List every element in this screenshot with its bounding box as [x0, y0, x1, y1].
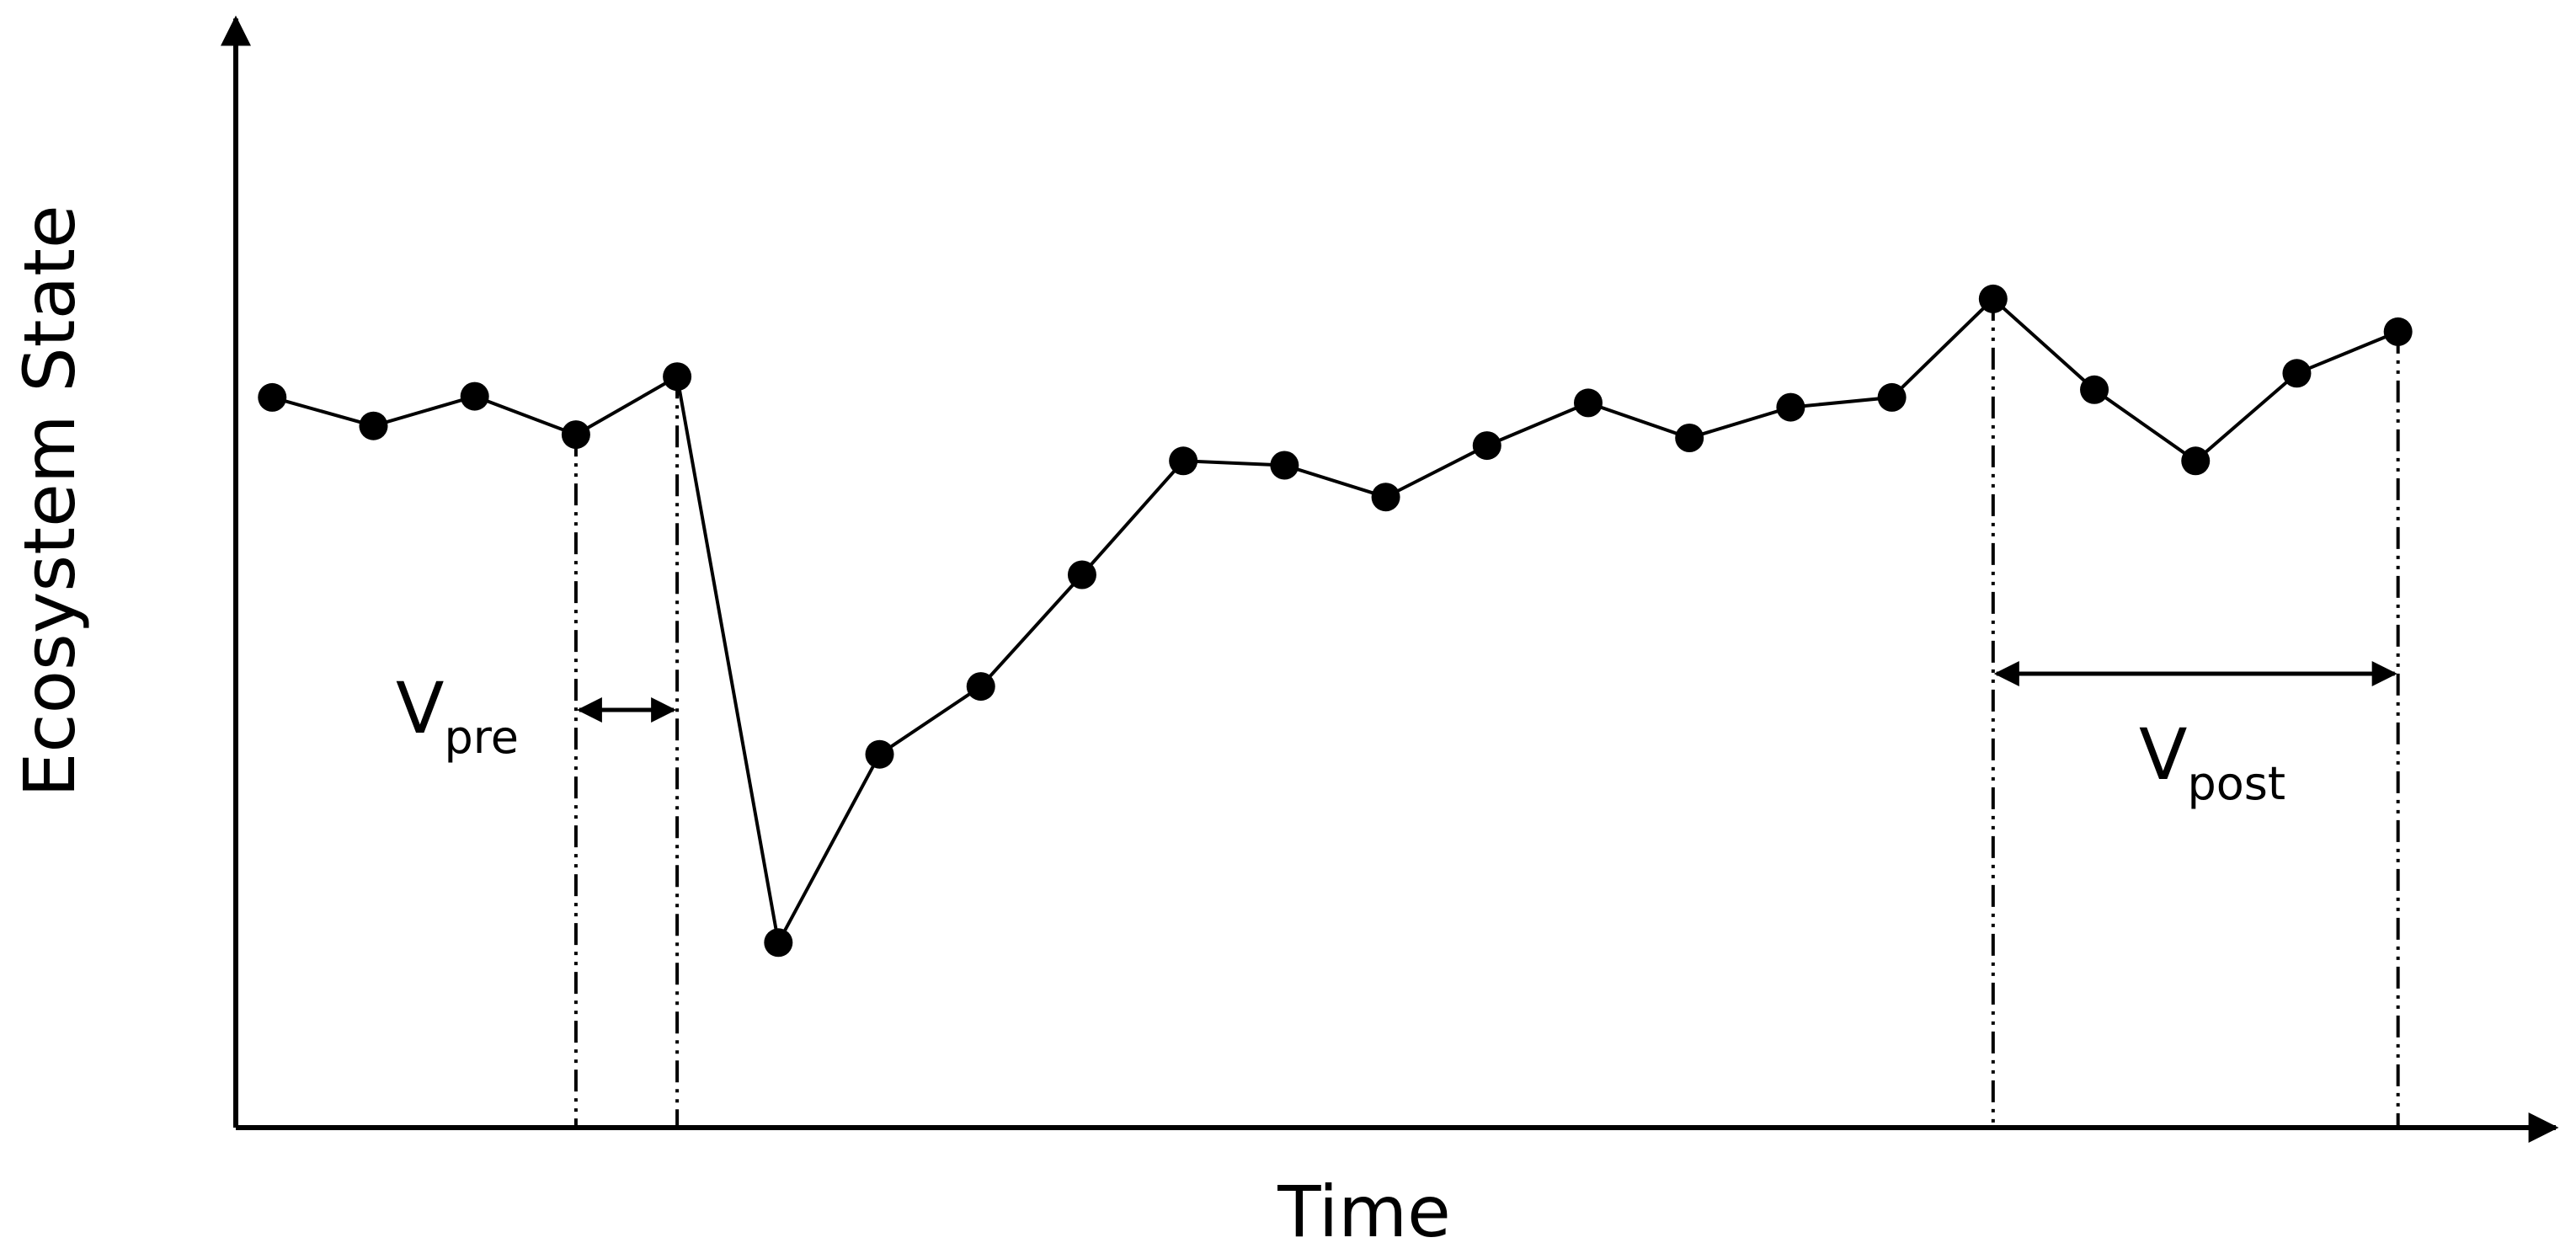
data-point [1978, 284, 2008, 313]
data-point [2282, 359, 2312, 388]
data-point [1371, 483, 1400, 512]
annotation-label: Vpre [396, 667, 519, 764]
annotation-text: V [396, 667, 444, 750]
x-axis-label: Time [1277, 1171, 1451, 1253]
data-point [865, 739, 894, 769]
data-point [2383, 317, 2413, 346]
data-point [561, 420, 590, 450]
data-point [663, 362, 692, 392]
y-axis-label: Ecosystem State [8, 205, 91, 797]
annotation-subscript: post [2187, 757, 2285, 810]
series-line [271, 296, 2399, 948]
data-point [460, 381, 489, 411]
annotation-label: Vpost [2139, 713, 2285, 810]
data-point [1675, 424, 1704, 452]
annotation-subscript: pre [444, 711, 519, 764]
data-point [258, 382, 287, 412]
data-point [1776, 392, 1805, 422]
data-point [1472, 431, 1501, 461]
data-point [1169, 446, 1198, 476]
data-point [1877, 382, 1907, 412]
data-point [966, 672, 995, 702]
data-point [359, 411, 388, 440]
data-point [1270, 451, 1299, 480]
data-point [1067, 560, 1096, 589]
data-point [1573, 388, 1603, 418]
data-point [764, 928, 793, 958]
data-point [2080, 375, 2109, 404]
data-point [2181, 446, 2211, 476]
annotation-text: V [2139, 713, 2187, 796]
